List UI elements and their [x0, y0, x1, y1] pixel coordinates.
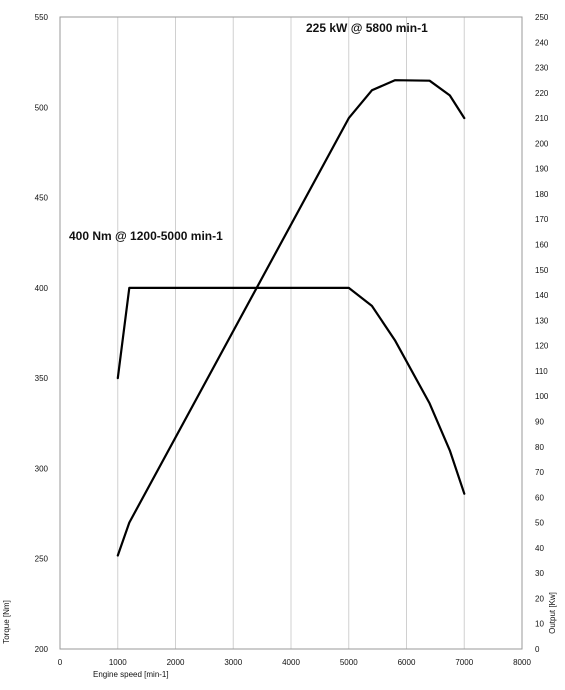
x-tick-label: 2000 [167, 658, 185, 667]
right-y-tick-label: 200 [535, 139, 549, 148]
left-y-tick-label: 450 [35, 194, 49, 203]
x-tick-label: 3000 [224, 658, 242, 667]
right-y-tick-label: 130 [535, 316, 549, 325]
right-y-tick-label: 20 [535, 594, 544, 603]
x-tick-label: 4000 [282, 658, 300, 667]
series-layer [116, 79, 466, 557]
right-y-tick-label: 60 [535, 493, 544, 502]
power-peak-annotation: 225 kW @ 5800 min-1 [306, 21, 428, 35]
x-tick-label: 7000 [455, 658, 473, 667]
left-y-tick-label: 550 [35, 13, 49, 22]
grid-lines [117, 17, 465, 649]
output-series-line [116, 79, 466, 557]
torque-plateau-annotation: 400 Nm @ 1200-5000 min-1 [69, 229, 223, 243]
right-y-tick-label: 110 [535, 367, 548, 376]
left-y-tick-label: 250 [35, 555, 49, 564]
right-y-tick-label: 180 [535, 190, 549, 199]
x-tick-label: 8000 [513, 658, 531, 667]
right-y-tick-label: 30 [535, 569, 544, 578]
left-y-tick-label: 350 [35, 374, 49, 383]
x-tick-label: 5000 [340, 658, 358, 667]
left-y-tick-label: 200 [35, 645, 49, 654]
right-y-tick-label: 150 [535, 266, 549, 275]
tick-labels: 0 1000 2000 3000 4000 5000 6000 7000 80002002503… [35, 13, 549, 667]
left-y-tick-label: 300 [35, 464, 49, 473]
left-y-tick-label: 400 [35, 284, 49, 293]
right-y-tick-label: 210 [535, 114, 549, 123]
x-tick-label: 1000 [109, 658, 127, 667]
left-y-tick-label: 500 [35, 103, 49, 112]
right-y-tick-label: 40 [535, 544, 544, 553]
plot-frame [59, 16, 523, 650]
right-y-tick-label: 250 [535, 13, 549, 22]
right-y-tick-label: 240 [535, 38, 549, 47]
right-y-tick-label: 0 [535, 645, 540, 654]
x-tick-label: 0 [58, 658, 63, 667]
right-y-tick-label: 140 [535, 291, 549, 300]
right-y-tick-label: 220 [535, 89, 549, 98]
right-axis-title: Output [Kw] [548, 592, 557, 634]
right-y-tick-label: 50 [535, 519, 544, 528]
x-axis-title: Engine speed [min-1] [93, 670, 169, 679]
right-y-tick-label: 170 [535, 215, 549, 224]
right-y-tick-label: 120 [535, 342, 549, 351]
right-y-tick-label: 10 [535, 620, 544, 629]
right-y-tick-label: 90 [535, 417, 544, 426]
right-y-tick-label: 190 [535, 165, 549, 174]
right-y-tick-label: 80 [535, 443, 544, 452]
right-y-tick-label: 230 [535, 64, 549, 73]
right-y-tick-label: 160 [535, 241, 549, 250]
right-y-tick-label: 70 [535, 468, 544, 477]
x-tick-label: 6000 [398, 658, 416, 667]
right-y-tick-label: 100 [535, 392, 549, 401]
left-axis-title: Torque [Nm] [2, 600, 11, 644]
torque-series-line [116, 286, 466, 495]
